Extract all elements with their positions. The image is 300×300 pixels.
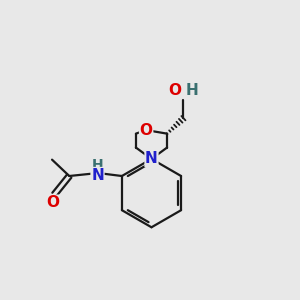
Text: O: O (140, 123, 153, 138)
Text: O: O (46, 195, 59, 210)
Text: H: H (185, 83, 198, 98)
Text: O: O (169, 83, 182, 98)
Text: N: N (145, 152, 158, 166)
Text: H: H (92, 158, 103, 172)
Text: N: N (91, 168, 104, 183)
